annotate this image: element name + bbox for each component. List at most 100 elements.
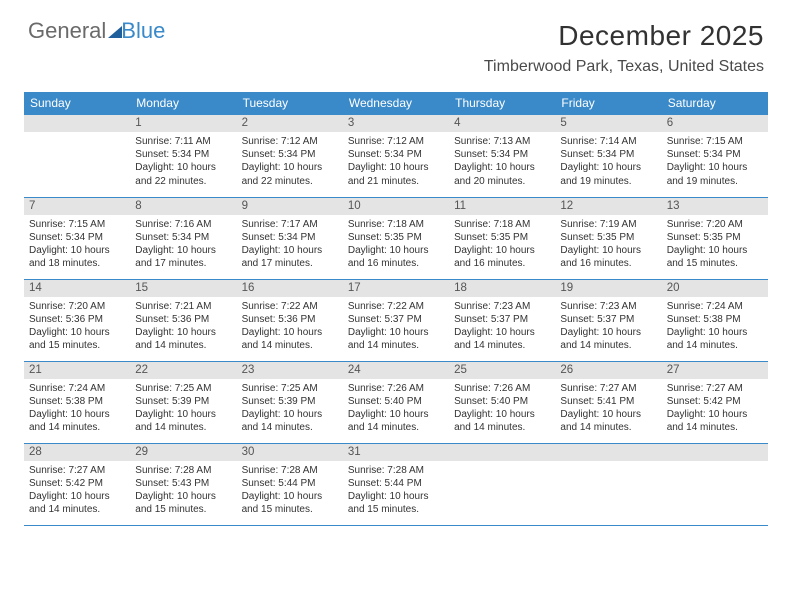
daylight-text: Daylight: 10 hours and 19 minutes. [560,161,659,187]
day-body: Sunrise: 7:28 AMSunset: 5:43 PMDaylight:… [130,461,236,519]
day-number: 31 [343,444,449,461]
day-body: Sunrise: 7:20 AMSunset: 5:36 PMDaylight:… [24,297,130,355]
sunset-text: Sunset: 5:40 PM [348,395,447,408]
day-number: 24 [343,362,449,379]
day-body: Sunrise: 7:14 AMSunset: 5:34 PMDaylight:… [555,132,661,190]
calendar-day-cell: 24Sunrise: 7:26 AMSunset: 5:40 PMDayligh… [343,361,449,443]
daylight-text: Daylight: 10 hours and 14 minutes. [667,408,766,434]
calendar-day-cell: 8Sunrise: 7:16 AMSunset: 5:34 PMDaylight… [130,197,236,279]
daylight-text: Daylight: 10 hours and 14 minutes. [348,408,447,434]
sunrise-text: Sunrise: 7:22 AM [348,300,447,313]
day-body: Sunrise: 7:22 AMSunset: 5:37 PMDaylight:… [343,297,449,355]
day-body: Sunrise: 7:21 AMSunset: 5:36 PMDaylight:… [130,297,236,355]
weekday-header: Saturday [662,92,768,115]
day-number: 28 [24,444,130,461]
day-body: Sunrise: 7:27 AMSunset: 5:42 PMDaylight:… [662,379,768,437]
weekday-header: Friday [555,92,661,115]
day-number: 10 [343,198,449,215]
sunset-text: Sunset: 5:34 PM [560,148,659,161]
month-year-title: December 2025 [484,20,764,52]
sunrise-text: Sunrise: 7:12 AM [348,135,447,148]
weekday-header: Thursday [449,92,555,115]
day-body: Sunrise: 7:28 AMSunset: 5:44 PMDaylight:… [237,461,343,519]
calendar-week-row: 14Sunrise: 7:20 AMSunset: 5:36 PMDayligh… [24,279,768,361]
calendar-day-cell: 22Sunrise: 7:25 AMSunset: 5:39 PMDayligh… [130,361,236,443]
sunset-text: Sunset: 5:34 PM [135,231,234,244]
daylight-text: Daylight: 10 hours and 14 minutes. [242,326,341,352]
daylight-text: Daylight: 10 hours and 14 minutes. [560,408,659,434]
sunset-text: Sunset: 5:34 PM [242,148,341,161]
calendar-day-cell: 10Sunrise: 7:18 AMSunset: 5:35 PMDayligh… [343,197,449,279]
sunset-text: Sunset: 5:34 PM [667,148,766,161]
sunset-text: Sunset: 5:44 PM [348,477,447,490]
day-body: Sunrise: 7:18 AMSunset: 5:35 PMDaylight:… [449,215,555,273]
day-number: 27 [662,362,768,379]
day-body: Sunrise: 7:22 AMSunset: 5:36 PMDaylight:… [237,297,343,355]
daylight-text: Daylight: 10 hours and 14 minutes. [29,408,128,434]
daylight-text: Daylight: 10 hours and 15 minutes. [242,490,341,516]
day-number: 14 [24,280,130,297]
daylight-text: Daylight: 10 hours and 14 minutes. [454,408,553,434]
daylight-text: Daylight: 10 hours and 14 minutes. [242,408,341,434]
sunrise-text: Sunrise: 7:26 AM [454,382,553,395]
calendar-day-cell: 20Sunrise: 7:24 AMSunset: 5:38 PMDayligh… [662,279,768,361]
daylight-text: Daylight: 10 hours and 14 minutes. [348,326,447,352]
calendar-day-cell: 18Sunrise: 7:23 AMSunset: 5:37 PMDayligh… [449,279,555,361]
calendar-header-row: SundayMondayTuesdayWednesdayThursdayFrid… [24,92,768,115]
daylight-text: Daylight: 10 hours and 19 minutes. [667,161,766,187]
sunrise-text: Sunrise: 7:18 AM [454,218,553,231]
sunrise-text: Sunrise: 7:11 AM [135,135,234,148]
sunset-text: Sunset: 5:40 PM [454,395,553,408]
weekday-header: Sunday [24,92,130,115]
sunset-text: Sunset: 5:36 PM [242,313,341,326]
day-number: 25 [449,362,555,379]
sunrise-text: Sunrise: 7:21 AM [135,300,234,313]
sunset-text: Sunset: 5:38 PM [29,395,128,408]
calendar-day-cell: 5Sunrise: 7:14 AMSunset: 5:34 PMDaylight… [555,115,661,197]
day-body: Sunrise: 7:20 AMSunset: 5:35 PMDaylight:… [662,215,768,273]
calendar-day-cell: 9Sunrise: 7:17 AMSunset: 5:34 PMDaylight… [237,197,343,279]
daylight-text: Daylight: 10 hours and 18 minutes. [29,244,128,270]
sunrise-text: Sunrise: 7:14 AM [560,135,659,148]
day-body: Sunrise: 7:23 AMSunset: 5:37 PMDaylight:… [555,297,661,355]
calendar-table: SundayMondayTuesdayWednesdayThursdayFrid… [24,92,768,526]
sunrise-text: Sunrise: 7:27 AM [560,382,659,395]
day-number: 20 [662,280,768,297]
calendar-day-cell: 25 Sunrise: 7:26 AMSunset: 5:40 PMDayligh… [449,361,555,443]
calendar-day-cell: 19Sunrise: 7:23 AMSunset: 5:37 PMDayligh… [555,279,661,361]
day-body: Sunrise: 7:15 AMSunset: 5:34 PMDaylight:… [24,215,130,273]
day-body: Sunrise: 7:13 AMSunset: 5:34 PMDaylight:… [449,132,555,190]
daylight-text: Daylight: 10 hours and 15 minutes. [135,490,234,516]
day-body: Sunrise: 7:25 AMSunset: 5:39 PMDaylight:… [130,379,236,437]
sunrise-text: Sunrise: 7:16 AM [135,218,234,231]
calendar-day-cell: 23Sunrise: 7:25 AMSunset: 5:39 PMDayligh… [237,361,343,443]
day-number: 1 [130,115,236,132]
daylight-text: Daylight: 10 hours and 15 minutes. [29,326,128,352]
day-body: Sunrise: 7:18 AMSunset: 5:35 PMDaylight:… [343,215,449,273]
daylight-text: Daylight: 10 hours and 16 minutes. [348,244,447,270]
calendar-week-row: 21Sunrise: 7:24 AMSunset: 5:38 PMDayligh… [24,361,768,443]
sunset-text: Sunset: 5:41 PM [560,395,659,408]
day-number-empty [662,444,768,461]
daylight-text: Daylight: 10 hours and 16 minutes. [454,244,553,270]
calendar-day-cell: 3Sunrise: 7:12 AMSunset: 5:34 PMDaylight… [343,115,449,197]
sunrise-text: Sunrise: 7:27 AM [667,382,766,395]
day-number: 15 [130,280,236,297]
calendar-day-cell: 29Sunrise: 7:28 AMSunset: 5:43 PMDayligh… [130,443,236,525]
sunset-text: Sunset: 5:38 PM [667,313,766,326]
calendar-week-row: 7Sunrise: 7:15 AMSunset: 5:34 PMDaylight… [24,197,768,279]
sunset-text: Sunset: 5:34 PM [454,148,553,161]
calendar-day-cell: 15Sunrise: 7:21 AMSunset: 5:36 PMDayligh… [130,279,236,361]
sunset-text: Sunset: 5:35 PM [454,231,553,244]
calendar-day-cell: 28Sunrise: 7:27 AMSunset: 5:42 PMDayligh… [24,443,130,525]
daylight-text: Daylight: 10 hours and 17 minutes. [242,244,341,270]
sunrise-text: Sunrise: 7:17 AM [242,218,341,231]
sunset-text: Sunset: 5:37 PM [348,313,447,326]
day-number-empty [24,115,130,132]
brand-part1: General [28,18,106,44]
brand-part2: Blue [121,18,165,44]
daylight-text: Daylight: 10 hours and 14 minutes. [29,490,128,516]
sunset-text: Sunset: 5:34 PM [135,148,234,161]
day-number: 9 [237,198,343,215]
daylight-text: Daylight: 10 hours and 14 minutes. [454,326,553,352]
